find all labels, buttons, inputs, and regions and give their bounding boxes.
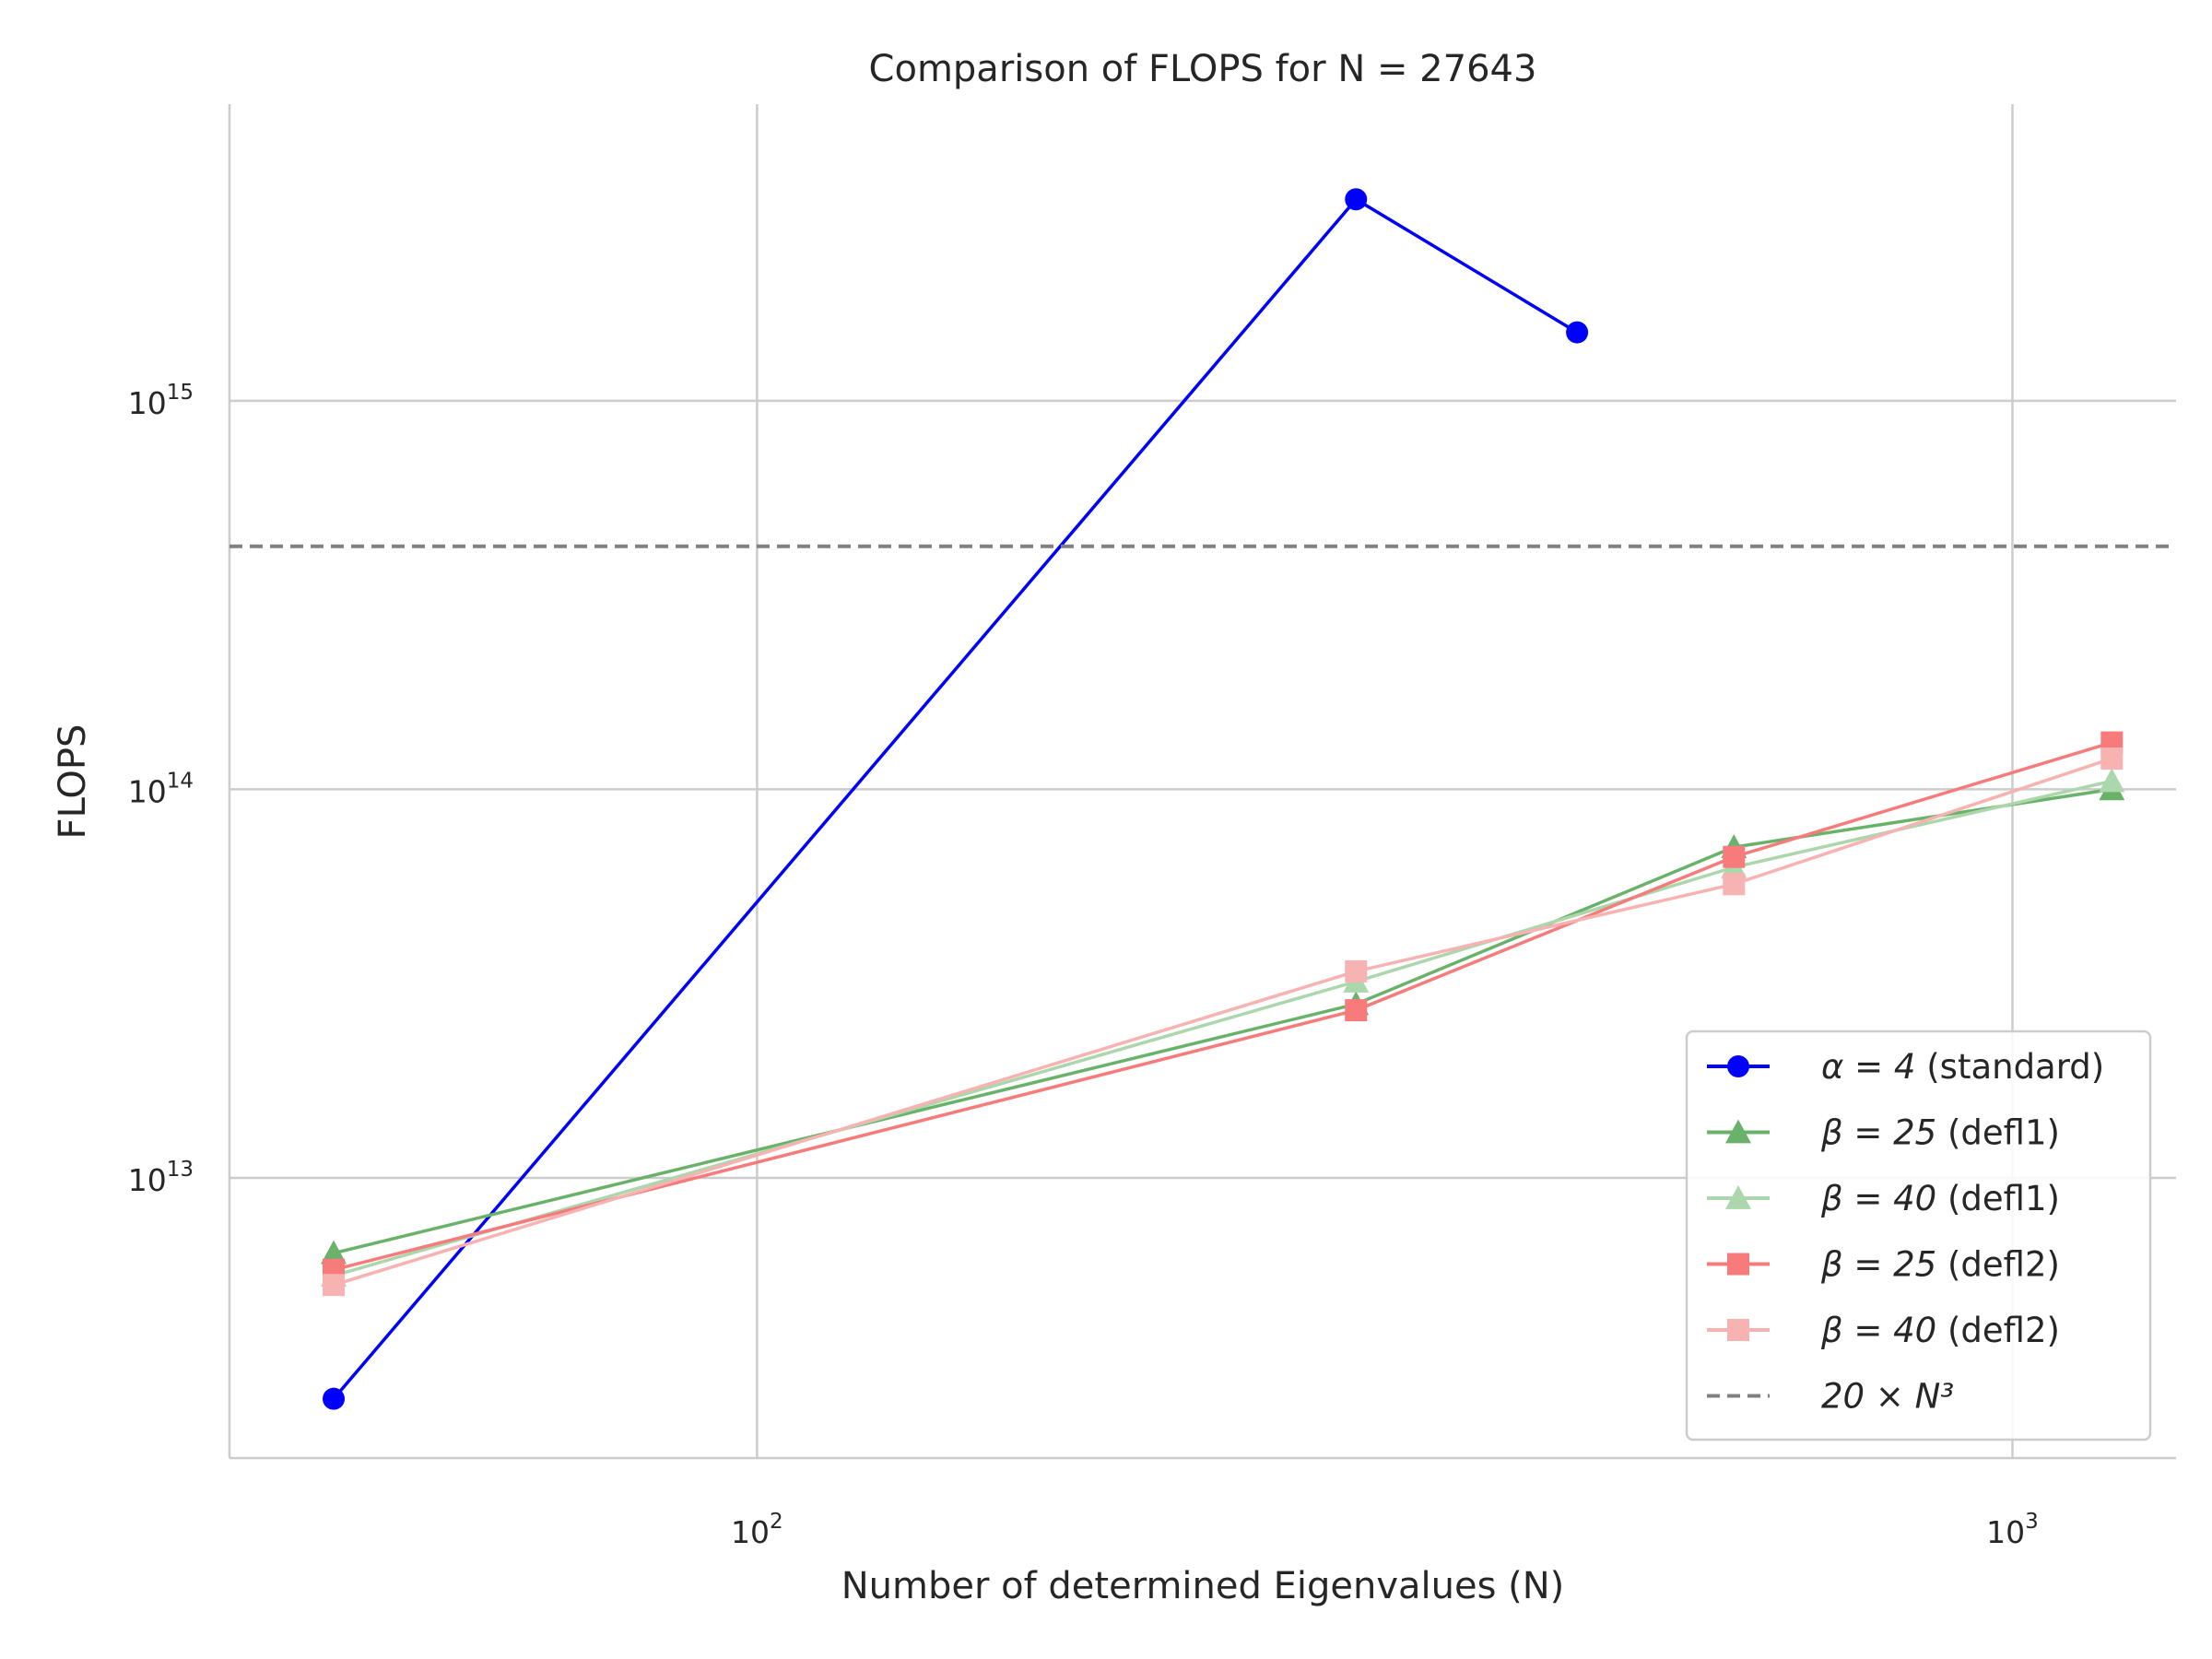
data-point [1345, 999, 1368, 1022]
data-point [323, 1274, 346, 1297]
legend-label: α = 4 (standard) [1821, 1047, 2104, 1087]
legend-entry: β = 40 (defl2) [1707, 1311, 2060, 1350]
data-point [1723, 845, 1746, 868]
legend: α = 4 (standard) β = 25 (defl1) β = 40 (de… [1685, 1030, 2152, 1441]
y-tick-label: 1015 [128, 381, 194, 421]
legend-marker [1727, 1055, 1749, 1077]
legend-label: β = 40 (defl1) [1820, 1179, 2060, 1218]
data-point [321, 1240, 347, 1265]
tick-labels: 102 103 1013 1014 1015 [128, 381, 2039, 1550]
series-line [332, 197, 1579, 1400]
grid [229, 104, 2176, 1458]
x-axis-label: Number of determined Eigenvalues (N) [841, 1565, 1565, 1607]
legend-entry: α = 4 (standard) [1707, 1047, 2104, 1087]
data-point [2099, 768, 2125, 793]
legend-label: β = 25 (defl2) [1820, 1245, 2060, 1285]
legend-marker [1725, 1119, 1751, 1144]
legend-marker [1727, 1253, 1749, 1276]
series-40-defl2 [323, 747, 2124, 1297]
series-25-defl2 [323, 731, 2124, 1281]
data-point [323, 1387, 346, 1410]
y-axis-label: FLOPS [52, 724, 94, 840]
series-line [333, 740, 2112, 1272]
data-point [1345, 188, 1368, 211]
series-line [333, 757, 2112, 1287]
data-point [1723, 873, 1746, 896]
legend-marker [1725, 1185, 1751, 1209]
legend-entry: β = 40 (defl1) [1707, 1179, 2060, 1218]
data-point [2100, 747, 2124, 771]
y-tick-label: 1013 [128, 1158, 194, 1198]
axes-spines [228, 104, 2176, 1460]
chart-title: Comparison of FLOPS for N = 27643 [869, 48, 1537, 90]
x-tick-label: 103 [1986, 1510, 2039, 1550]
x-tick-label: 102 [731, 1510, 783, 1550]
legend-entry: β = 25 (defl1) [1707, 1113, 2060, 1153]
legend-box [1685, 1030, 2152, 1441]
y-tick-label: 1014 [128, 769, 194, 809]
series-4-standard [323, 188, 1589, 1410]
data-point [1345, 959, 1368, 982]
legend-label: β = 40 (defl2) [1820, 1311, 2060, 1350]
data-point [1566, 321, 1589, 344]
legend-entry: 20 × N³ [1707, 1377, 1954, 1417]
legend-marker [1727, 1319, 1749, 1341]
legend-label: 20 × N³ [1821, 1377, 1954, 1417]
legend-label: β = 25 (defl1) [1820, 1113, 2060, 1153]
series [229, 188, 2176, 1410]
legend-entry: β = 25 (defl2) [1707, 1245, 2060, 1285]
